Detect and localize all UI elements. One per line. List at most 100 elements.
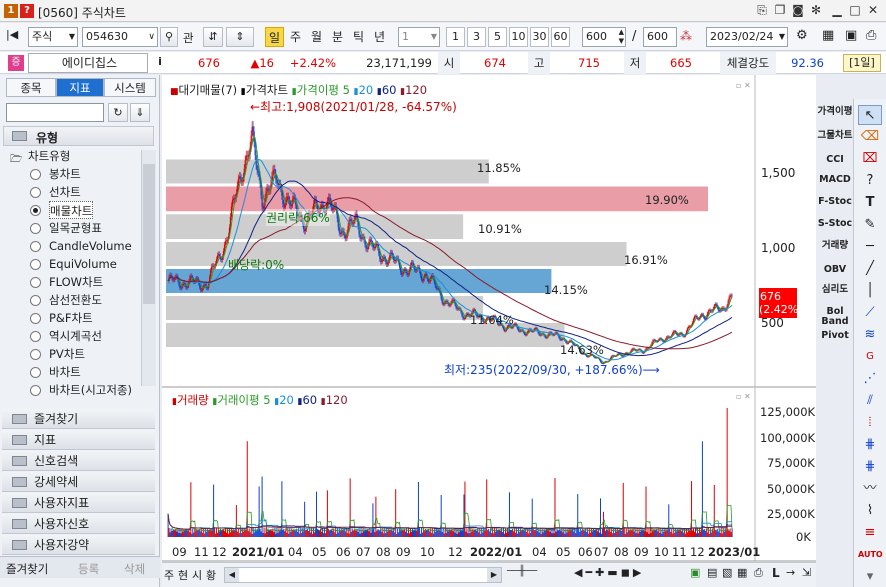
indicator-shortcut[interactable]: F-Stoc [818,196,852,207]
type-list-scrollbar[interactable] [141,150,156,386]
bottom-btn-status[interactable]: 황 [206,569,217,582]
bottom-tab-favorites[interactable]: 즐겨찾기 [6,562,49,576]
type-item[interactable]: 선차트 [49,185,81,199]
type-item[interactable]: 바차트(시고저종) [49,383,133,397]
indicator-shortcut[interactable]: Pivot [821,330,849,341]
interval-3-button[interactable]: 3 [467,27,486,47]
indicator-shortcut[interactable]: Bol Band [821,306,849,327]
type-item[interactable]: EquiVolume [49,257,117,271]
chart-svg[interactable] [162,75,816,587]
cursor-icon[interactable]: ↖ [858,105,882,125]
copy-icon[interactable]: ❐ [774,3,786,17]
indicator-shortcut[interactable]: 거래량 [821,240,849,251]
text-tool-icon[interactable]: T [865,195,875,210]
tab-stock[interactable]: 종목 [6,78,56,97]
arrow-right-icon[interactable]: → [786,566,796,579]
folder-item[interactable]: 사용자신호 [2,514,155,534]
reload-icon[interactable]: ↻ [108,103,128,122]
type-section-header[interactable]: 유형 [3,126,154,146]
info-button[interactable]: i [158,55,162,68]
print-icon[interactable]: ⎙ [754,566,763,579]
prev-stock-icon[interactable]: |◀ [6,28,19,41]
close-icon[interactable]: ✕ [867,3,879,17]
question-icon[interactable]: ? [866,173,874,188]
pencil-icon[interactable]: ✎ [864,217,876,232]
interval-5-button[interactable]: 5 [488,27,507,47]
search-icon[interactable]: ⚲ [160,27,178,47]
image-icon[interactable]: ▧ [722,566,733,579]
tab-indicator[interactable]: 지표 [56,78,104,97]
indicator-shortcut[interactable]: MACD [819,174,851,185]
type-item[interactable]: CandleVolume [49,239,132,253]
expand-icon[interactable]: ⇲ [802,566,812,579]
excel-icon[interactable]: ▣ [690,566,701,579]
type-radio[interactable] [30,241,41,252]
type-radio[interactable] [30,277,41,288]
updown-icon[interactable]: ⇕ [226,27,254,47]
tools-more-icon[interactable]: ▾ [866,569,874,584]
folder-item[interactable]: 사용자강약 [2,535,155,555]
interval-1-button[interactable]: 1 [446,27,465,47]
stock-code-input[interactable]: 054630 ∨ [82,27,158,47]
chart-area[interactable]: ■대기매물(7) ▮가격차트 ▮가격이평 5 ▮20 ▮60 ▮120 ▮거래량… [162,75,816,587]
type-radio[interactable] [30,385,41,396]
type-item[interactable]: 역시계곡선 [49,329,102,343]
date-picker[interactable]: 2023/02/24 ▼ [706,27,788,47]
zoom-slider[interactable]: ──╫── [507,566,538,577]
type-radio[interactable] [30,295,41,306]
tab-system[interactable]: 시스템 [104,78,156,97]
type-radio[interactable] [30,331,41,342]
toolbar-gear-icon[interactable]: ⚙ [796,28,808,43]
scrollbar-thumb[interactable] [143,164,155,304]
auto-tool-icon[interactable]: AUTO [858,550,883,559]
parallel-icon[interactable]: ⫽ [867,393,873,408]
type-item[interactable]: FLOW차트 [49,275,104,289]
folder-item[interactable]: 사용자지표 [2,493,155,513]
period-week-tab[interactable]: 주 [289,30,302,44]
toolbar-print-icon[interactable]: ⎙ [866,28,877,43]
type-item[interactable]: 매물차트 [49,201,94,219]
interval-30-button[interactable]: 30 [530,27,549,47]
type-item[interactable]: 바차트 [49,365,81,379]
vline-icon[interactable]: │ [866,283,874,298]
grid-tool-icon[interactable]: ⋕ [864,437,876,452]
camera-icon[interactable]: ◙ [792,3,804,17]
related-button[interactable]: 관 [183,31,194,45]
minimize-icon[interactable]: ▁ [832,3,842,17]
type-radio[interactable] [30,169,41,180]
market-select[interactable]: 주식 ▼ [28,27,78,47]
interval-60-button[interactable]: 60 [551,27,570,47]
period-lines-icon[interactable]: ≡ [864,525,876,540]
indicator-shortcut[interactable]: 그물차트 [817,130,853,141]
chart-scrollbar[interactable]: ◀ ▶ [224,567,502,583]
bar-count-input[interactable]: 600 ▲ ▼ [582,27,626,47]
help-badge[interactable]: ? [20,4,34,18]
erase-all-icon[interactable]: ⌧ [862,151,878,166]
lock-axis-icon[interactable]: L [772,566,780,580]
period-year-tab[interactable]: 년 [373,30,386,44]
indicator-shortcut[interactable]: OBV [823,264,847,275]
bottom-btn-market[interactable]: 시 [192,569,203,582]
gann-icon[interactable]: G [866,351,874,362]
save-icon[interactable]: ▤ [707,566,718,579]
folder-item[interactable]: 신호검색 [2,451,155,471]
bottom-tab-register[interactable]: 등록 [78,562,100,576]
type-radio[interactable] [30,259,41,270]
vol-pane-controls-icon[interactable]: ▫ ✕ [736,392,751,401]
indicator-search-input[interactable] [6,103,104,122]
indicator-shortcut[interactable]: S-Stoc [817,218,853,229]
type-radio[interactable] [30,205,41,216]
diagonal-line-icon[interactable]: ╱ [866,261,874,276]
shape-icon[interactable]: ⌇ [866,503,874,518]
type-item[interactable]: 일목균형표 [49,221,102,235]
scroll-left-icon[interactable]: ◀ [225,568,239,582]
period-month-tab[interactable]: 월 [310,30,323,44]
interval-10-button[interactable]: 10 [509,27,528,47]
link-icon[interactable]: ⎘ [757,3,767,17]
scroll-right-icon[interactable]: ▶ [487,568,501,582]
type-radio[interactable] [30,223,41,234]
toolbar-save-icon[interactable]: ▣ [845,28,858,43]
type-radio[interactable] [30,367,41,378]
count-select[interactable]: 1 ▼ [398,27,440,47]
folder-item[interactable]: 즐겨찾기 [2,409,155,429]
